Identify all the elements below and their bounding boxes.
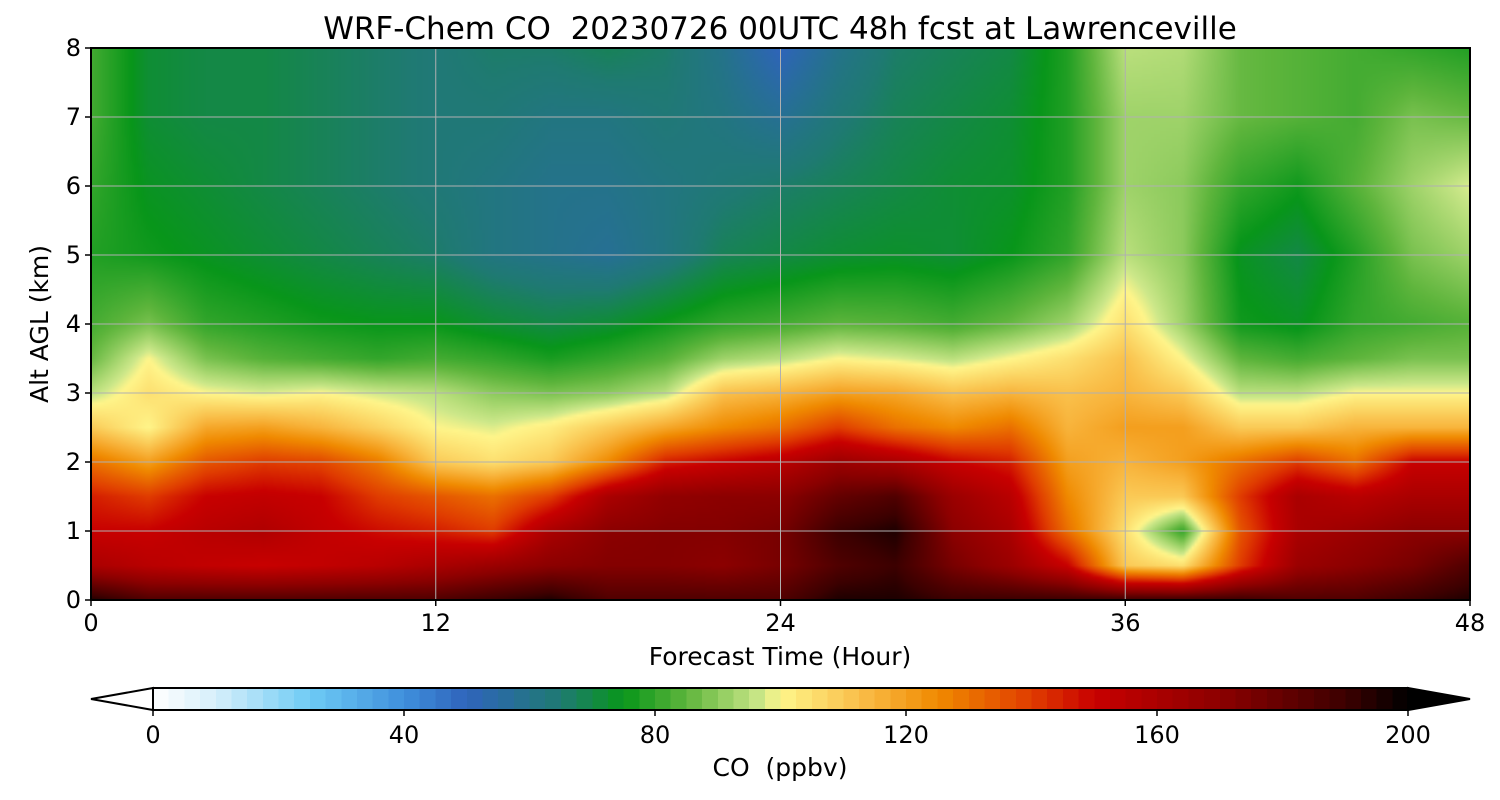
colorbar-extend-high <box>1407 686 1471 712</box>
y-axis-ticks: 0 1 2 3 4 5 6 7 8 <box>66 34 91 614</box>
y-tick-label: 1 <box>66 517 81 545</box>
y-tick-label: 2 <box>66 448 81 476</box>
x-tick-label: 12 <box>420 609 451 637</box>
x-tick-label: 0 <box>83 609 98 637</box>
colorbar-tick-label: 200 <box>1385 721 1431 749</box>
y-tick-label: 7 <box>66 103 81 131</box>
x-axis-ticks: 0 12 24 36 48 <box>83 600 1485 637</box>
x-tick-label: 24 <box>765 609 796 637</box>
y-tick-label: 8 <box>66 34 81 62</box>
colorbar-frame <box>152 687 1409 711</box>
y-tick-label: 4 <box>66 310 81 338</box>
colorbar-gradient <box>153 688 1408 710</box>
y-tick-label: 3 <box>66 379 81 407</box>
colorbar-tick-label: 80 <box>640 721 671 749</box>
y-tick-label: 0 <box>66 586 81 614</box>
colorbar-tick-label: 160 <box>1134 721 1180 749</box>
chart-title: WRF-Chem CO 20230726 00UTC 48h fcst at L… <box>323 11 1237 47</box>
colorbar-ticks: 0 40 80 120 160 200 <box>145 710 1431 749</box>
x-tick-label: 48 <box>1455 609 1486 637</box>
x-tick-label: 36 <box>1110 609 1141 637</box>
colorbar-extend-low <box>90 686 154 712</box>
colorbar-tick-label: 40 <box>389 721 420 749</box>
colorbar-tick-label: 120 <box>883 721 929 749</box>
y-axis-label: Alt AGL (km) <box>25 245 54 403</box>
y-tick-label: 6 <box>66 172 81 200</box>
x-axis-label: Forecast Time (Hour) <box>649 642 912 671</box>
y-tick-label: 5 <box>66 241 81 269</box>
colorbar-tick-label: 0 <box>145 721 160 749</box>
colorbar-label: CO (ppbv) <box>713 753 848 782</box>
colorbar: 0 40 80 120 160 200 CO (ppbv) <box>90 686 1471 782</box>
